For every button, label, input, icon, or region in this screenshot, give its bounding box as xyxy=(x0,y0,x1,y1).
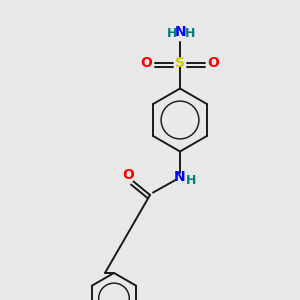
Text: H: H xyxy=(186,173,197,187)
Text: O: O xyxy=(140,56,152,70)
Text: H: H xyxy=(184,27,195,40)
Text: H: H xyxy=(167,27,178,40)
Text: N: N xyxy=(175,25,187,39)
Text: N: N xyxy=(174,170,186,184)
Text: O: O xyxy=(122,168,134,182)
Text: S: S xyxy=(175,56,185,70)
Text: O: O xyxy=(208,56,220,70)
